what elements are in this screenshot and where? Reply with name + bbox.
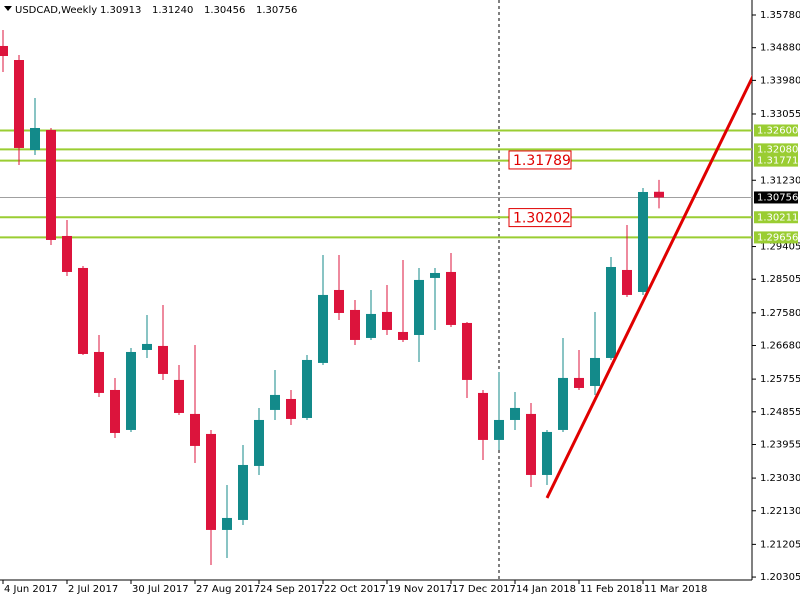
y-tick-label: 1.35780 — [760, 10, 800, 21]
candle-body — [14, 60, 24, 148]
candle-body — [430, 272, 440, 278]
candle-body — [254, 419, 264, 466]
candle-body — [126, 351, 136, 430]
price-label: 1.31789 — [513, 153, 571, 169]
header-value: 1.30913 — [100, 5, 141, 16]
candle-body — [494, 419, 504, 440]
x-tick-label: 4 Jun 2017 — [4, 584, 58, 595]
candle-body — [542, 431, 552, 475]
level-tag-label: 1.32080 — [757, 144, 798, 155]
chart-title: USDCAD,Weekly — [15, 5, 97, 16]
candle-body — [382, 311, 392, 330]
y-tick-label: 1.33055 — [760, 109, 800, 120]
candle-body — [398, 331, 408, 340]
price-label-box — [508, 208, 572, 228]
level-tag — [754, 211, 798, 224]
candle-body — [0, 45, 8, 57]
candle-body — [110, 389, 120, 433]
candle-body — [78, 267, 88, 354]
trendline — [545, 74, 752, 499]
candle-body — [318, 294, 328, 363]
candle-body — [222, 517, 232, 530]
plot-area — [0, 0, 752, 580]
y-tick-label: 1.22130 — [760, 506, 800, 517]
x-tick-label: 24 Sep 2017 — [260, 584, 323, 595]
candle-body — [30, 127, 40, 151]
level-tag-label: 1.32600 — [757, 125, 798, 136]
candle-body — [638, 191, 648, 292]
level-tag — [754, 143, 798, 156]
level-tag-label: 1.30211 — [757, 212, 798, 223]
level-tag — [754, 124, 798, 137]
candle-body — [462, 322, 472, 380]
y-tick-label: 1.33980 — [760, 75, 800, 86]
x-tick-label: 27 Aug 2017 — [196, 584, 260, 595]
candle-body — [286, 398, 296, 419]
y-tick-label: 1.25755 — [760, 374, 800, 385]
candle-body — [478, 392, 488, 440]
candle-body — [510, 407, 520, 420]
candle-body — [302, 359, 312, 418]
candle-body — [174, 379, 184, 413]
candle-body — [62, 235, 72, 272]
candle-body — [654, 191, 664, 198]
candle-body — [558, 377, 568, 430]
x-tick-label: 11 Feb 2018 — [580, 584, 642, 595]
y-tick-label: 1.21205 — [760, 539, 800, 550]
y-tick-label: 1.28505 — [760, 274, 800, 285]
candle-body — [606, 266, 616, 358]
x-tick-label: 11 Mar 2018 — [644, 584, 707, 595]
candle-body — [94, 351, 104, 393]
x-tick-label: 14 Jan 2018 — [516, 584, 576, 595]
y-tick-label: 1.23955 — [760, 439, 800, 450]
candle-body — [622, 269, 632, 295]
y-tick-label: 1.23030 — [760, 473, 800, 484]
price-label-box — [508, 150, 572, 170]
header-value: 1.30456 — [204, 5, 245, 16]
candle-body — [190, 413, 200, 446]
x-tick-label: 30 Jul 2017 — [132, 584, 189, 595]
level-tag — [754, 154, 798, 167]
candle-body — [270, 394, 280, 410]
menu-arrow — [4, 6, 12, 11]
y-tick-label: 1.26680 — [760, 341, 800, 352]
y-tick-label: 1.27580 — [760, 308, 800, 319]
y-tick-label: 1.29405 — [760, 242, 800, 253]
x-tick-label: 17 Dec 2017 — [452, 584, 516, 595]
y-tick-label: 1.20305 — [760, 572, 800, 583]
candle-body — [350, 309, 360, 340]
x-tick-label: 22 Oct 2017 — [324, 584, 386, 595]
header-value: 1.31240 — [152, 5, 193, 16]
candle-body — [158, 345, 168, 374]
current-price-tag — [754, 191, 798, 204]
y-tick-label: 1.34880 — [760, 43, 800, 54]
candle-body — [414, 279, 424, 335]
candle-body — [334, 289, 344, 313]
candle-body — [46, 129, 56, 240]
candle-body — [142, 343, 152, 350]
x-tick-label: 2 Jul 2017 — [68, 584, 118, 595]
y-tick-label: 1.24855 — [760, 407, 800, 418]
current-price-label: 1.30756 — [757, 192, 798, 203]
level-tag — [754, 231, 798, 244]
candle-body — [366, 313, 376, 338]
candle-body — [446, 271, 456, 325]
x-tick-label: 19 Nov 2017 — [388, 584, 452, 595]
level-tag-label: 1.31771 — [757, 156, 798, 167]
price-label: 1.30202 — [513, 211, 571, 227]
level-tag-label: 1.29656 — [757, 232, 798, 243]
header-value: 1.30756 — [256, 5, 297, 16]
candle-body — [238, 464, 248, 520]
candle-body — [206, 433, 216, 530]
candle-body — [574, 377, 584, 388]
y-tick-label: 1.31230 — [760, 175, 800, 186]
candle-body — [526, 413, 536, 475]
candle-body — [590, 357, 600, 386]
